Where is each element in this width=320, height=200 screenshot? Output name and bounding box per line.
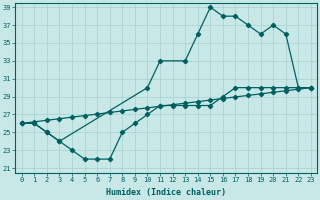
X-axis label: Humidex (Indice chaleur): Humidex (Indice chaleur) [106,188,226,197]
